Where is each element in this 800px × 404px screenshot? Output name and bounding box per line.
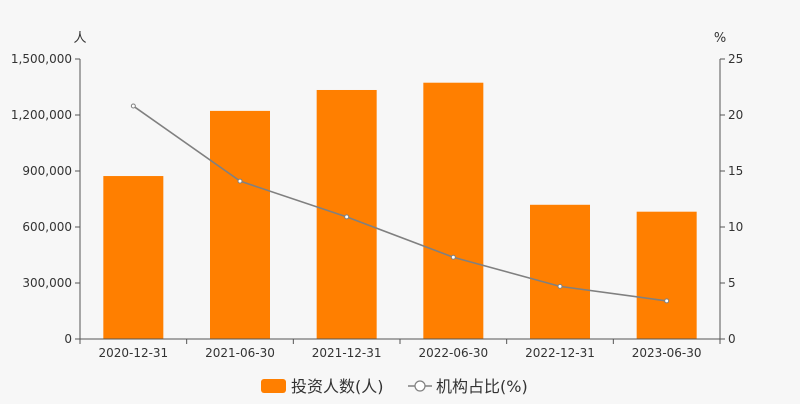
x-tick-label: 2020-12-31	[98, 346, 168, 360]
left-y-tick-label: 600,000	[22, 220, 72, 234]
line-series-group	[130, 103, 670, 304]
left-y-tick-label: 1,200,000	[11, 108, 72, 122]
line-point-2022-06-30[interactable]	[450, 254, 456, 260]
right-y-tick-label: 5	[728, 276, 736, 290]
right-axis-unit-label: %	[714, 31, 726, 46]
right-y-tick-label: 10	[728, 220, 743, 234]
bar-series-group	[103, 82, 697, 339]
legend-line-label[interactable]: 机构占比(%)	[436, 377, 528, 396]
bar-2022-06-30[interactable]	[423, 82, 484, 339]
line-point-2021-12-31[interactable]	[344, 214, 350, 220]
right-y-tick-label: 25	[728, 52, 743, 66]
line-point-2022-12-31[interactable]	[557, 283, 563, 289]
bar-2020-12-31[interactable]	[103, 176, 164, 339]
right-y-tick-label: 15	[728, 164, 743, 178]
legend-line-marker-icon	[414, 380, 426, 392]
right-y-tick-label: 20	[728, 108, 743, 122]
left-y-tick-label: 0	[64, 332, 72, 346]
x-tick-label: 2023-06-30	[632, 346, 702, 360]
left-y-tick-label: 1,500,000	[11, 52, 72, 66]
bar-2023-06-30[interactable]	[636, 211, 697, 339]
line-point-2023-06-30[interactable]	[664, 298, 670, 304]
line-point-2021-06-30[interactable]	[237, 178, 243, 184]
x-tick-label: 2021-06-30	[205, 346, 275, 360]
bar-2021-06-30[interactable]	[210, 110, 270, 339]
legend-bar-label[interactable]: 投资人数(人)	[291, 377, 384, 396]
left-y-tick-label: 900,000	[22, 164, 72, 178]
axes-group: 0 300,000 600,000 900,000 1,200,000 1,500,000…	[11, 52, 743, 360]
line-series-path	[132, 105, 667, 302]
bar-2022-12-31[interactable]	[530, 204, 590, 339]
legend[interactable]: 投资人数(人) 机构占比(%)	[261, 377, 528, 396]
legend-bar-swatch[interactable]	[261, 379, 286, 393]
x-tick-label: 2021-12-31	[312, 346, 382, 360]
x-tick-label: 2022-06-30	[418, 346, 488, 360]
line-point-2020-12-31[interactable]	[130, 103, 136, 109]
left-axis-unit-label: 人	[73, 31, 86, 46]
right-y-tick-label: 0	[728, 332, 736, 346]
left-y-tick-label: 300,000	[22, 276, 72, 290]
x-tick-label: 2022-12-31	[525, 346, 595, 360]
